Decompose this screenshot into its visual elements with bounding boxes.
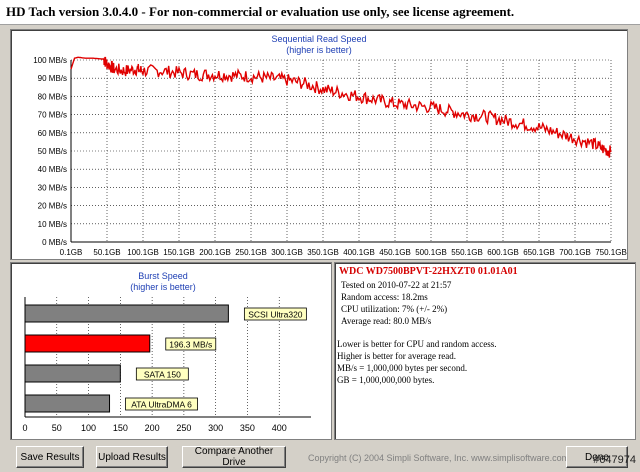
seq-x-tick-label: 100.1GB	[127, 248, 159, 257]
seq-y-tick-label: 80 MB/s	[38, 92, 67, 101]
burst-bar	[24, 364, 121, 383]
drive-model: WDC WD7500BPVT-22HXZT0 01.01A01	[339, 266, 518, 277]
burst-bar-label-box	[135, 367, 189, 381]
burst-x-tick-label: 350	[240, 423, 255, 433]
seq-y-tick-label: 10 MB/s	[38, 220, 67, 229]
burst-bar-label: SATA 150	[144, 370, 181, 380]
seq-y-tick-label: 60 MB/s	[38, 129, 67, 138]
cpu-utilization: CPU utilization: 7% (+/- 2%)	[341, 304, 448, 314]
compare-drive-button[interactable]: Compare Another Drive	[182, 446, 286, 468]
seq-x-tick-label: 500.1GB	[415, 248, 447, 257]
burst-x-tick-label: 150	[113, 423, 128, 433]
burst-bar	[24, 304, 229, 323]
note-mbps-def: MB/s = 1,000,000 bytes per second.	[337, 363, 468, 373]
seq-x-tick-label: 600.1GB	[487, 248, 519, 257]
seq-y-tick-label: 100 MB/s	[33, 56, 67, 65]
burst-x-tick-label: 50	[52, 423, 62, 433]
title-bar: HD Tach version 3.0.4.0 - For non-commer…	[0, 0, 640, 25]
done-button[interactable]: Done	[566, 446, 628, 468]
note-lower-better: Lower is better for CPU and random acces…	[337, 339, 497, 349]
burst-x-tick-label: 200	[145, 423, 160, 433]
burst-bar-label-box	[125, 397, 198, 411]
average-read: Average read: 80.0 MB/s	[341, 316, 432, 326]
watermark: #647974	[593, 454, 636, 466]
burst-bar	[24, 394, 111, 413]
upload-results-button[interactable]: Upload Results	[96, 446, 168, 468]
seq-y-tick-label: 50 MB/s	[38, 147, 67, 156]
burst-bar-label: 196.3 MB/s	[169, 340, 212, 350]
seq-y-tick-label: 20 MB/s	[38, 202, 67, 211]
seq-x-tick-label: 200.1GB	[199, 248, 231, 257]
burst-chart: Burst Speed(higher is better) 0 50 100 150 20…	[22, 271, 311, 433]
seq-x-tick-label: 50.1GB	[93, 248, 120, 257]
burst-chart-panel: Burst Speed (higher is better) 0 50 100 150 20…	[10, 262, 332, 440]
seq-x-tick-label: 650.1GB	[523, 248, 555, 257]
seq-x-tick-label: 700.1GB	[559, 248, 591, 257]
burst-x-tick-label: 400	[272, 423, 287, 433]
seq-x-tick-label: 350.1GB	[307, 248, 339, 257]
burst-x-tick-label: 250	[176, 423, 191, 433]
burst-bar-label-box	[165, 337, 217, 351]
seq-y-tick-label: 70 MB/s	[38, 111, 67, 120]
seq-y-tick-label: 40 MB/s	[38, 165, 67, 174]
seq-x-tick-label: 450.1GB	[379, 248, 411, 257]
note-gb-def: GB = 1,000,000,000 bytes.	[337, 375, 435, 385]
seq-x-tick-label: 550.1GB	[451, 248, 483, 257]
seq-y-tick-label: 0 MB/s	[42, 238, 67, 247]
seq-x-tick-label: 400.1GB	[343, 248, 375, 257]
seq-chart-subtitle: (higher is better)	[286, 45, 352, 55]
burst-x-tick-label: 300	[208, 423, 223, 433]
burst-chart-title: Burst Speed	[138, 271, 188, 281]
seq-read-line	[70, 56, 612, 158]
burst-chart-subtitle: (higher is better)	[130, 282, 196, 292]
burst-bar-label: ATA UltraDMA 6	[131, 400, 192, 410]
drive-info-panel: WDC WD7500BPVT-22HXZT0 01.01A01 Tested o…	[334, 262, 636, 440]
copyright-text: Copyright (C) 2004 Simpli Software, Inc.…	[308, 453, 570, 463]
seq-x-tick-label: 300.1GB	[271, 248, 303, 257]
sequential-chart: Sequential Read Speed(higher is better) 0…	[33, 34, 627, 257]
burst-bar-label-box	[243, 307, 307, 321]
save-results-button[interactable]: Save Results	[16, 446, 84, 468]
burst-bar	[24, 334, 151, 353]
window-title: HD Tach version 3.0.4.0 - For non-commer…	[6, 4, 515, 19]
seq-x-tick-label: 250.1GB	[235, 248, 267, 257]
seq-x-tick-label: 750.1GB	[595, 248, 627, 257]
seq-y-tick-label: 30 MB/s	[38, 183, 67, 192]
burst-bar-label: SCSI Ultra320	[248, 310, 303, 320]
burst-x-tick-label: 100	[81, 423, 96, 433]
note-higher-better: Higher is better for average read.	[337, 351, 456, 361]
tested-on: Tested on 2010-07-22 at 21:57	[341, 280, 452, 290]
seq-x-tick-label: 0.1GB	[60, 248, 83, 257]
sequential-chart-panel: Sequential Read Speed (higher is better) 0…	[10, 29, 628, 260]
seq-chart-title: Sequential Read Speed	[271, 34, 366, 44]
random-access: Random access: 18.2ms	[341, 292, 428, 302]
seq-x-tick-label: 150.1GB	[163, 248, 195, 257]
seq-y-tick-label: 90 MB/s	[38, 74, 67, 83]
burst-x-tick-label: 0	[22, 423, 27, 433]
